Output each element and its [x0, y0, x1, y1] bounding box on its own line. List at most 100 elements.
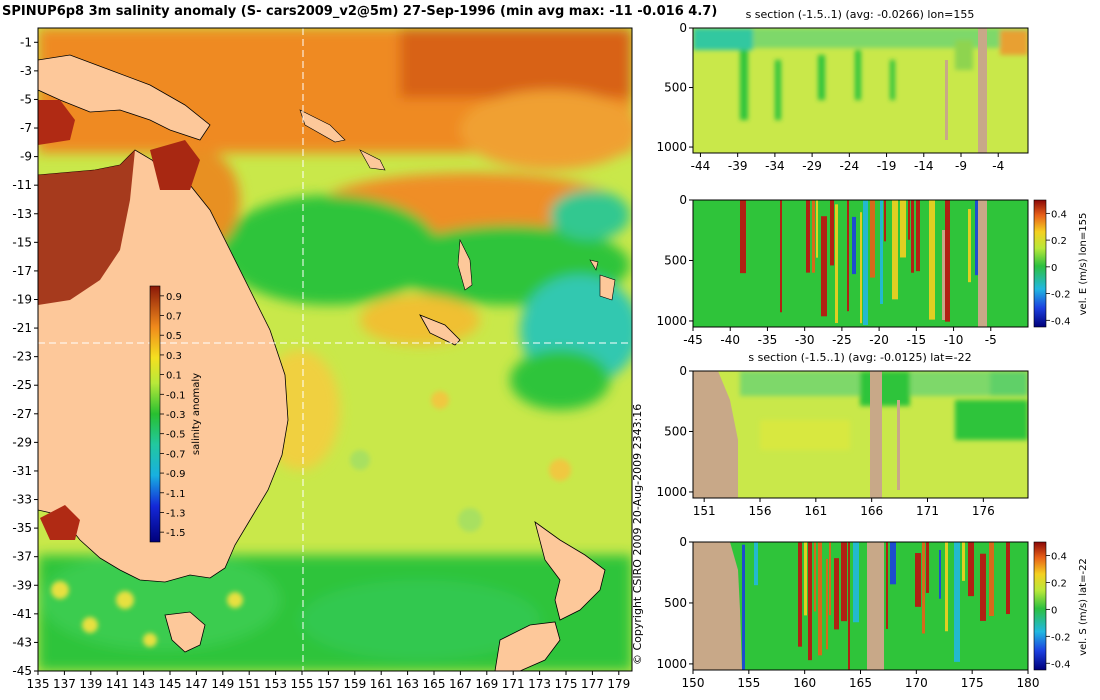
map-eddies: [51, 391, 571, 647]
y-tick-label: -3: [20, 64, 32, 78]
figure-title: SPINUP6p8 3m salinity anomaly (S- cars20…: [2, 4, 717, 19]
salinity-colorbar-tick-label: -0.7: [166, 449, 186, 460]
velocity-band: [841, 542, 847, 622]
velocity-band: [821, 216, 827, 317]
x-tick-label: 147: [185, 677, 208, 691]
velocity-band: [886, 542, 888, 629]
x-tick-label: 166: [860, 504, 883, 518]
x-tick-label: 175: [961, 676, 984, 690]
section-3-title: s section (-1.5..1) (avg: -0.0125) lat=-…: [748, 351, 971, 364]
velocity-band: [962, 542, 965, 581]
velocity-band: [818, 542, 822, 656]
x-tick-label: 170: [905, 676, 928, 690]
salinity-colorbar-tick-label: -1.3: [166, 508, 186, 519]
map-frame: [37, 27, 633, 672]
y-tick-label: -5: [20, 92, 32, 106]
velocity-band: [780, 200, 782, 313]
vel-s-colorbar: 0.4 0.2 0 -0.2 -0.4 vel. S (m/s) lat=-22: [1033, 541, 1089, 671]
y-tick-label: -7: [20, 121, 32, 135]
velocity-band: [847, 200, 849, 312]
velocity-band: [830, 200, 834, 266]
velocity-band: [754, 542, 758, 586]
velocity-band: [939, 549, 941, 599]
y-tick-label: -33: [12, 493, 32, 507]
map-y-axis: -1 -3 -5 -7 -9 -11 -13 -15 -17 -19 -21 -23 -25 -27 -29…: [12, 35, 38, 678]
velocity-band: [989, 542, 994, 617]
y-tick-label: -23: [12, 350, 32, 364]
velocity-band: [954, 542, 960, 662]
colorbar-tick-label: -0.4: [1051, 659, 1071, 670]
x-tick-label: 149: [211, 677, 234, 691]
x-tick-label: 163: [396, 677, 419, 691]
x-tick-label: 139: [79, 677, 102, 691]
y-tick-label: 1000: [656, 485, 687, 499]
y-tick-label: -35: [12, 521, 32, 535]
velocity-band: [870, 200, 875, 278]
map-x-axis: 135 137 139 141 143 145 147 149 151 153 155 157 159 1…: [27, 671, 630, 691]
section-panel-3: s section (-1.5..1) (avg: -0.0125) lat=-…: [656, 351, 1029, 518]
y-tick-label: 0: [679, 535, 687, 549]
salinity-colorbar-tick-label: -0.9: [166, 469, 186, 480]
x-tick-label: -44: [691, 159, 711, 173]
y-tick-label: -25: [12, 378, 32, 392]
velocity-band: [908, 200, 910, 240]
y-tick-label: -17: [12, 264, 32, 278]
colorbar-tick-label: -0.2: [1051, 290, 1071, 301]
velocity-band: [945, 200, 950, 322]
x-tick-label: 156: [749, 504, 772, 518]
x-tick-label: 175: [555, 677, 578, 691]
salinity-colorbar-tick-label: -0.1: [166, 390, 186, 401]
velocity-band: [900, 200, 906, 258]
velocity-band: [798, 542, 802, 647]
x-tick-label: 153: [264, 677, 287, 691]
colorbar-tick-label: -0.2: [1051, 632, 1071, 643]
colorbar-tick-label: 0: [1051, 263, 1057, 274]
x-tick-label: 137: [53, 677, 76, 691]
velocity-band: [890, 542, 896, 585]
y-tick-label: -37: [12, 550, 32, 564]
salinity-colorbar-tick-label: 0.5: [166, 331, 182, 342]
x-tick-label: -15: [907, 333, 927, 347]
x-tick-label: 176: [972, 504, 995, 518]
x-tick-label: 160: [793, 676, 816, 690]
salinity-colorbar-tick-label: -1.1: [166, 489, 186, 500]
velocity-band: [916, 200, 920, 272]
velocity-band: [816, 200, 818, 258]
velocity-band: [880, 200, 883, 304]
salinity-map: 135 137 139 141 143 145 147 149 151 153 155 157 159 1…: [12, 27, 633, 691]
x-tick-label: 169: [475, 677, 498, 691]
velocity-band: [853, 542, 859, 623]
y-tick-label: -45: [12, 664, 32, 678]
salinity-colorbar-tick-label: 0.7: [166, 312, 182, 323]
y-tick-label: 500: [664, 253, 687, 267]
x-tick-label: 161: [370, 677, 393, 691]
velocity-band: [852, 216, 856, 275]
velocity-band: [863, 200, 868, 326]
velocity-band: [968, 542, 974, 597]
x-tick-label: 171: [502, 677, 525, 691]
colorbar-tick-label: 0: [1051, 605, 1057, 616]
velocity-band: [922, 542, 925, 634]
x-tick-label: -10: [944, 333, 964, 347]
y-tick-label: 500: [664, 81, 687, 95]
x-tick-label: 165: [423, 677, 446, 691]
velocity-band: [911, 200, 914, 273]
velocity-band: [826, 558, 828, 650]
velocity-band: [915, 553, 921, 607]
salinity-colorbar: 0.9 0.7 0.5 0.3 0.1 -0.1 -0.3 -0.5 -0.7 -0.9 -1.1 -…: [149, 285, 202, 543]
salinity-colorbar-ramp: [149, 285, 161, 543]
y-tick-label: -9: [20, 150, 32, 164]
y-tick-label: -29: [12, 435, 32, 449]
velocity-band: [926, 542, 929, 593]
x-tick-label: 135: [27, 677, 50, 691]
y-tick-label: 1000: [656, 657, 687, 671]
section-panel-4: 150 155 160 165 170 175 180 0 500 1000 0.4 0.2 0 -0.…: [656, 535, 1089, 690]
velocity-band: [834, 558, 839, 630]
velocity-band: [975, 200, 980, 276]
velocity-band: [808, 542, 812, 661]
x-tick-label: 155: [291, 677, 314, 691]
copyright-text: © Copyright CSIRO 2009 20-Aug-2009 2343:…: [631, 404, 644, 665]
x-tick-label: 167: [449, 677, 472, 691]
y-tick-label: -11: [12, 178, 32, 192]
